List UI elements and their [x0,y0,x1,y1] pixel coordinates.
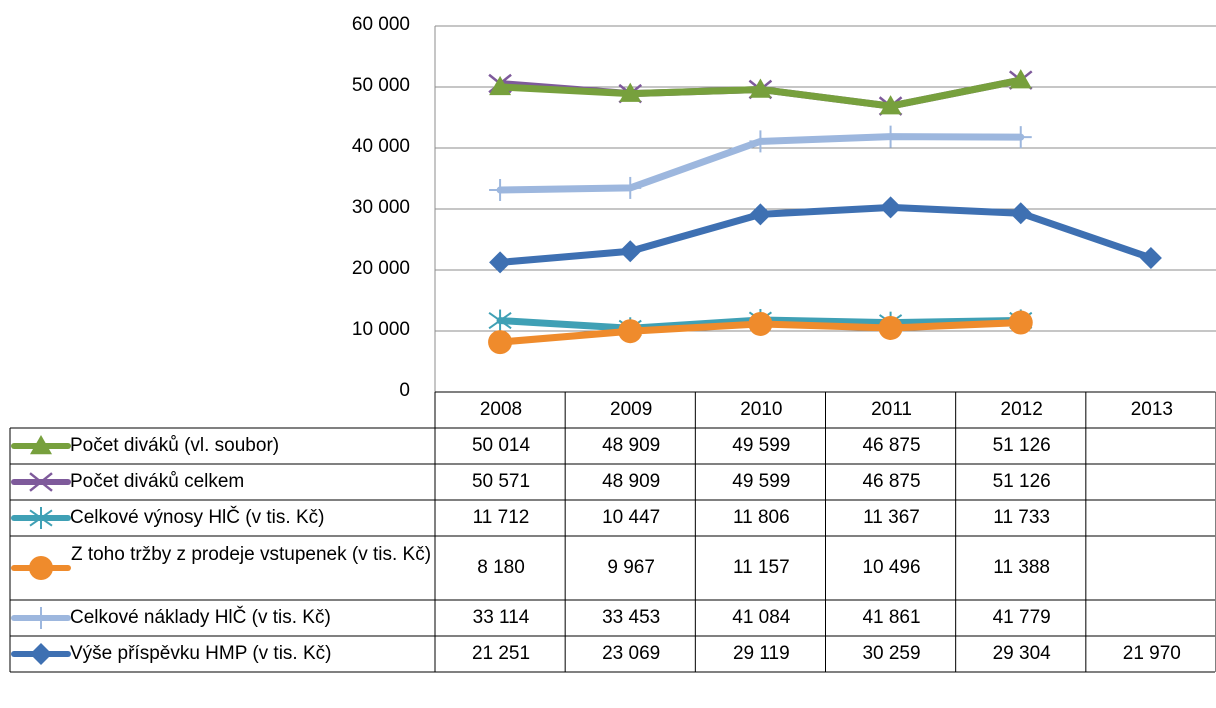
legend-key-3 [11,507,71,529]
table-cell: 48 909 [602,435,661,456]
table-cell: 50 014 [471,435,531,456]
series-name: Výše příspěvku HMP (v tis. Kč) [70,643,332,664]
series-line [496,203,1155,266]
diamond-marker [1139,246,1162,269]
legend-key-6 [11,643,71,665]
circle-marker [488,330,513,355]
diamond-marker [749,203,772,226]
legend-keys [11,435,71,665]
diamond-marker [30,643,52,665]
table-cell: 11 806 [732,507,790,528]
plus-marker [879,125,902,148]
triangle-marker [619,82,642,102]
series-5 [489,125,1032,202]
x-tick-label: 2012 [1000,399,1043,420]
series-name: Počet diváků (vl. soubor) [70,435,280,456]
table-cell: 51 126 [992,435,1051,456]
x-tick-label: 2011 [871,399,912,420]
x-tick-label: 2008 [479,399,523,420]
legend-key-1 [11,435,71,455]
star-marker [488,309,512,332]
table-cell: 21 970 [1122,643,1181,664]
table-cell: 49 599 [732,435,791,456]
series-name: Z toho tržby z prodeje vstupenek (v tis.… [70,544,432,565]
table-cell: 33 453 [602,607,661,628]
table-cell: 23 069 [602,643,661,664]
plus-marker [749,130,772,153]
table-cell: 11 157 [732,557,790,578]
series-layer [488,69,1162,355]
table-cell: 46 875 [862,435,921,456]
table-cell: 33 114 [472,607,530,628]
table-cell: 29 119 [732,643,790,664]
triangle-marker [749,78,772,98]
plus-marker [30,607,52,629]
plus-marker [1009,126,1032,149]
y-tick-label: 60 000 [351,14,410,35]
diamond-marker [879,196,902,219]
triangle-marker [489,75,512,96]
table-cell: 29 304 [992,643,1051,664]
circle-marker [878,315,903,340]
plus-marker [489,179,512,202]
series-6 [489,196,1162,274]
circle-marker [29,556,53,580]
circle-marker [1008,310,1033,335]
table-cell: 11 388 [993,557,1050,578]
table-cell: 11 733 [993,507,1050,528]
legend-key-4 [11,556,71,580]
y-tick-label: 10 000 [351,319,410,340]
table-cell: 10 496 [862,557,921,578]
table-cell: 8 180 [477,557,525,578]
table-cell: 49 599 [732,471,791,492]
star-marker [29,507,53,529]
legend-key-5 [11,607,71,629]
triangle-marker [30,435,52,455]
circle-marker [748,311,773,336]
diamond-marker [489,251,512,274]
x-marker [29,472,53,492]
circle-marker [618,319,643,344]
diamond-marker [1009,202,1032,225]
table-cell: 41 779 [992,607,1051,628]
table-cell: 41 861 [862,607,921,628]
triangle-marker [1009,69,1032,89]
y-tick-label: 0 [399,380,410,401]
x-tick-label: 2010 [740,399,783,420]
series-4 [488,310,1033,355]
table-cell: 11 367 [863,507,920,528]
table-cell: 51 126 [992,471,1051,492]
y-tick-label: 50 000 [351,75,410,96]
series-name: Celkové výnosy HlČ (v tis. Kč) [70,507,325,528]
x-tick-label: 2009 [610,399,653,420]
table-cell: 30 259 [862,643,921,664]
table-cell: 11 712 [472,507,530,528]
series-name: Celkové náklady HlČ (v tis. Kč) [70,607,331,628]
table-cell: 48 909 [602,471,661,492]
table-cell: 21 251 [471,643,531,664]
legend-key-2 [11,472,71,492]
y-tick-label: 30 000 [351,197,410,218]
diamond-marker [619,240,642,263]
series-1 [489,69,1032,115]
table-cell: 50 571 [471,471,531,492]
x-tick-label: 2013 [1130,399,1173,420]
table-cell: 41 084 [732,607,791,628]
table-cell: 46 875 [862,471,921,492]
table-cell: 10 447 [602,507,661,528]
y-tick-label: 40 000 [351,136,410,157]
y-tick-label: 20 000 [351,258,410,279]
series-name: Počet diváků celkem [70,471,245,492]
triangle-marker [879,95,902,115]
plus-marker [619,176,642,199]
table-cell: 9 967 [607,557,655,578]
data-table-grid [9,391,1216,673]
